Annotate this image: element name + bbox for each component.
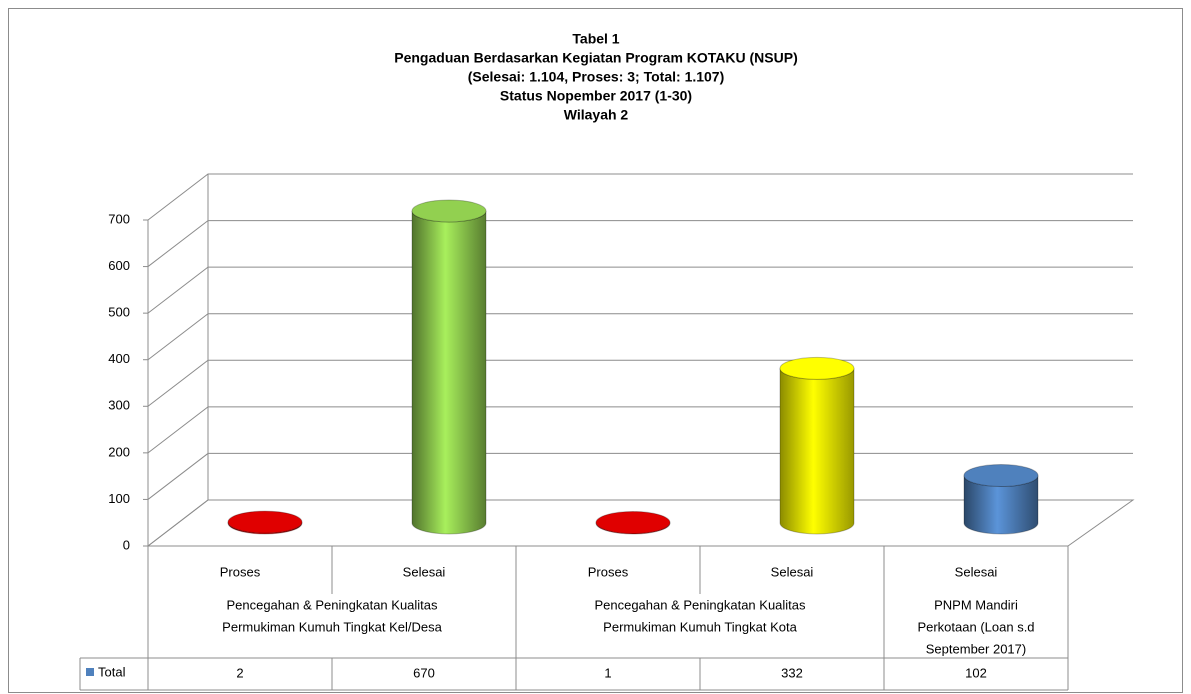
category-label: Selesai <box>771 564 814 579</box>
y-tick-label: 100 <box>108 491 130 506</box>
category-label: Selesai <box>403 564 446 579</box>
y-tick-label: 200 <box>108 444 130 459</box>
grid-line <box>147 220 1133 267</box>
legend-label: Total <box>98 664 126 679</box>
grid-line <box>147 173 1133 221</box>
chart-title: Status Nopember 2017 (1-30) <box>500 88 692 104</box>
category-label: Proses <box>220 564 261 579</box>
y-tick-label: 0 <box>123 537 130 552</box>
bar-top <box>411 199 487 223</box>
bar-top <box>595 511 671 535</box>
data-label: 670 <box>413 665 435 680</box>
group-label: Pencegahan & Peningkatan Kualitas <box>226 597 438 612</box>
chart-title: Pengaduan Berdasarkan Kegiatan Program K… <box>394 50 798 66</box>
group-label: Pencegahan & Peningkatan Kualitas <box>594 597 806 612</box>
bar <box>411 210 487 535</box>
group-label: Permukiman Kumuh Tingkat Kota <box>603 619 797 634</box>
grid-line <box>147 313 1133 361</box>
group-label: PNPM Mandiri <box>934 597 1018 612</box>
y-tick-label: 600 <box>108 258 130 273</box>
legend-key <box>86 668 94 676</box>
y-tick-label: 500 <box>108 305 130 320</box>
bar <box>779 368 855 535</box>
group-label: September 2017) <box>926 641 1026 656</box>
chart-title: (Selesai: 1.104, Proses: 3; Total: 1.107… <box>468 69 725 85</box>
y-tick-label: 400 <box>108 351 130 366</box>
group-label: Perkotaan (Loan s.d <box>917 619 1034 634</box>
data-label: 1 <box>604 665 611 680</box>
data-label: 2 <box>236 665 243 680</box>
y-tick-label: 300 <box>108 398 130 413</box>
category-label: Selesai <box>955 564 998 579</box>
chart-title: Tabel 1 <box>572 31 619 47</box>
chart-border <box>8 8 1183 693</box>
bar-top <box>227 510 303 534</box>
bar-top <box>963 463 1039 487</box>
y-tick-label: 700 <box>108 211 130 226</box>
group-label: Permukiman Kumuh Tingkat Kel/Desa <box>222 619 442 634</box>
data-label: 102 <box>965 665 987 680</box>
data-label: 332 <box>781 665 803 680</box>
bar-top <box>779 356 855 380</box>
grid-line <box>147 266 1133 314</box>
category-label: Proses <box>588 564 629 579</box>
chart-title: Wilayah 2 <box>564 107 629 123</box>
